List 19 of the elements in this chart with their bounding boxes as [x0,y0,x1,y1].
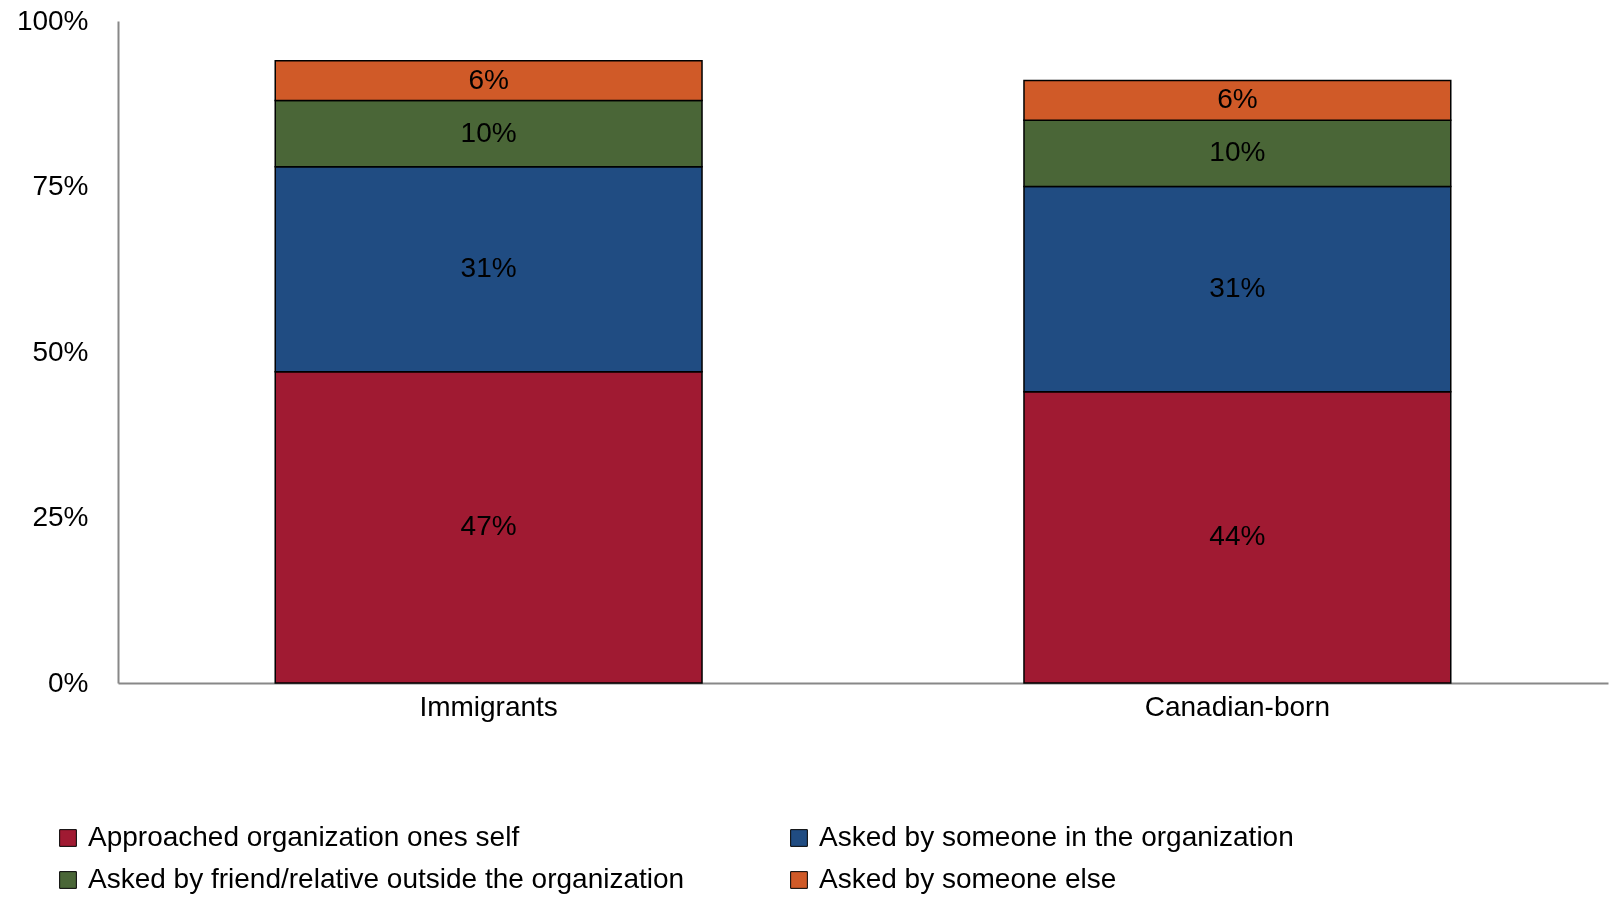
y-tick-label: 0% [48,666,89,698]
x-tick-label: Immigrants [419,690,558,722]
data-label: 31% [460,252,517,284]
data-label: 6% [468,63,509,95]
data-label: 10% [1209,136,1266,168]
x-tick-label: Canadian-born [1144,690,1330,722]
legend-label: Approached organization ones self [88,821,520,852]
data-label: 10% [460,116,517,148]
legend-label: Asked by friend/relative outside the organization [88,863,685,894]
data-label: 47% [460,510,517,542]
y-tick-label: 100% [16,4,89,36]
data-label: 6% [1217,83,1258,115]
legend-label: Asked by someone else [819,863,1117,894]
y-tick-label: 50% [32,335,89,367]
data-label: 31% [1209,272,1266,304]
y-tick-label: 75% [32,170,89,201]
data-label: 44% [1209,520,1266,552]
y-tick-label: 25% [32,501,89,532]
legend-label: Asked by someone in the organization [819,821,1294,852]
